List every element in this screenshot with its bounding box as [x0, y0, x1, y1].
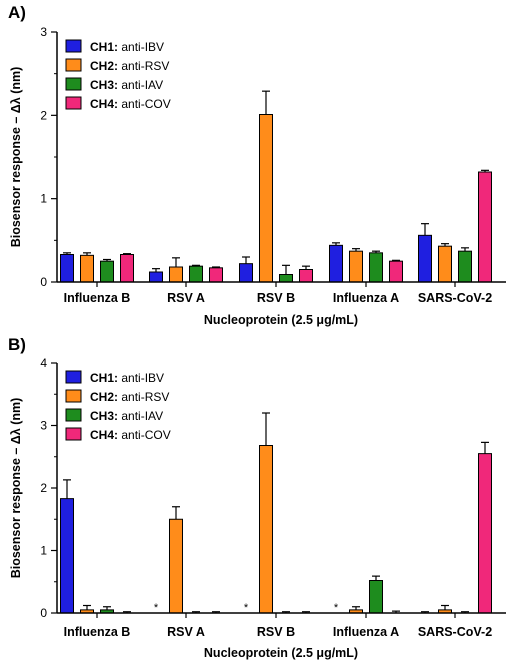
legend-swatch — [65, 389, 82, 403]
bar — [389, 260, 403, 283]
y-tick-label: 4 — [40, 356, 47, 370]
bar — [169, 518, 183, 614]
bar — [209, 267, 223, 283]
legend-channel: CH3: — [90, 78, 118, 92]
legend-channel: CH3: — [90, 409, 118, 423]
bar — [60, 254, 74, 283]
bar — [438, 245, 452, 283]
x-tick-label: Influenza A — [333, 625, 399, 639]
y-tick-label: 3 — [40, 419, 47, 433]
legend-label: CH2: anti-RSV — [90, 59, 169, 73]
legend-swatch — [65, 77, 82, 91]
legend-label: CH3: anti-IAV — [90, 409, 163, 423]
x-axis-title: Nucleoprotein (2.5 μg/mL) — [204, 313, 358, 327]
x-tick-label: Influenza A — [333, 291, 399, 305]
bar — [349, 250, 363, 283]
legend-swatch — [65, 58, 82, 72]
bar — [279, 274, 293, 283]
legend-channel: CH4: — [90, 97, 118, 111]
bar — [329, 244, 343, 283]
legend-antibody: anti-RSV — [118, 59, 169, 73]
panel-label: A) — [8, 3, 26, 22]
y-tick-label: 1 — [40, 192, 47, 206]
y-tick-label: 0 — [40, 606, 47, 620]
bar — [149, 271, 163, 283]
bar — [239, 263, 253, 283]
legend-label: CH3: anti-IAV — [90, 78, 163, 92]
bar — [418, 234, 432, 283]
x-axis-title: Nucleoprotein (2.5 μg/mL) — [204, 646, 358, 660]
significance-marker: * — [154, 602, 159, 614]
legend-channel: CH4: — [90, 428, 118, 442]
legend-antibody: anti-IBV — [118, 40, 164, 54]
x-tick-label: SARS-CoV-2 — [418, 291, 492, 305]
x-tick-label: RSV B — [257, 625, 295, 639]
panel-label: B) — [8, 335, 26, 354]
y-tick-label: 0 — [40, 275, 47, 289]
x-tick-label: SARS-CoV-2 — [418, 625, 492, 639]
bar — [189, 265, 203, 283]
bar — [80, 254, 94, 283]
legend-channel: CH1: — [90, 371, 118, 385]
bar — [120, 254, 134, 283]
bar — [478, 453, 492, 614]
legend-channel: CH2: — [90, 390, 118, 404]
legend-channel: CH1: — [90, 40, 118, 54]
bar — [458, 250, 472, 283]
x-tick-label: RSV A — [167, 291, 205, 305]
x-tick-label: RSV B — [257, 291, 295, 305]
y-tick-label: 1 — [40, 544, 47, 558]
bar — [369, 252, 383, 283]
y-axis-title: Biosensor response – Δλ (nm) — [9, 67, 23, 248]
legend-swatch — [65, 96, 82, 110]
y-tick-label: 2 — [40, 481, 47, 495]
x-tick-label: Influenza B — [64, 291, 131, 305]
bar — [299, 269, 313, 283]
legend-label: CH4: anti-COV — [90, 97, 171, 111]
legend-antibody: anti-RSV — [118, 390, 169, 404]
legend-swatch — [65, 427, 82, 441]
legend-channel: CH2: — [90, 59, 118, 73]
x-tick-label: Influenza B — [64, 625, 131, 639]
legend-antibody: anti-IAV — [118, 78, 163, 92]
legend-label: CH1: anti-IBV — [90, 371, 164, 385]
bar — [478, 171, 492, 283]
significance-marker: * — [334, 602, 339, 614]
bar — [169, 266, 183, 283]
bar — [259, 445, 273, 614]
legend-swatch — [65, 370, 82, 384]
y-tick-label: 3 — [40, 25, 47, 39]
legend-antibody: anti-COV — [118, 97, 171, 111]
bar — [100, 260, 114, 283]
legend-label: CH2: anti-RSV — [90, 390, 169, 404]
legend-label: CH4: anti-COV — [90, 428, 171, 442]
legend-label: CH1: anti-IBV — [90, 40, 164, 54]
bar — [369, 580, 383, 614]
legend-antibody: anti-IAV — [118, 409, 163, 423]
bar — [60, 498, 74, 614]
x-tick-label: RSV A — [167, 625, 205, 639]
bar — [259, 114, 273, 283]
y-tick-label: 2 — [40, 108, 47, 122]
y-axis-title: Biosensor response – Δλ (nm) — [9, 398, 23, 579]
legend-swatch — [65, 39, 82, 53]
legend-swatch — [65, 408, 82, 422]
significance-marker: * — [244, 602, 249, 614]
legend-antibody: anti-IBV — [118, 371, 164, 385]
legend-antibody: anti-COV — [118, 428, 171, 442]
